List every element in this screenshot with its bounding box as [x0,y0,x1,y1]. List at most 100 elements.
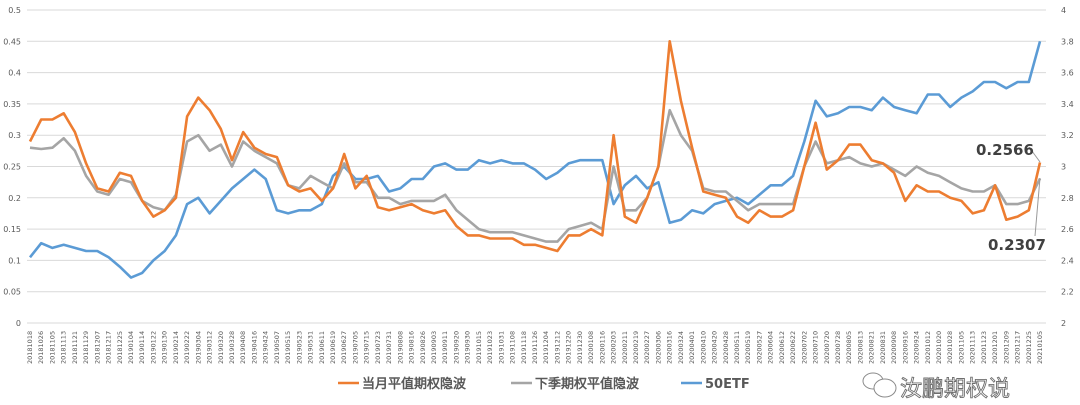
y-left-tick-label: 0.1 [8,256,21,265]
x-tick-label: 20200728 [834,331,842,364]
y-left-tick-label: 0.4 [8,69,21,78]
x-tick-label: 20190715 [363,331,371,364]
x-tick-label: 20190705 [351,331,359,364]
x-tick-label: 20181129 [82,331,90,364]
x-tick-label: 20200821 [868,331,876,364]
x-tick-label: 20190523 [295,331,303,364]
x-tick-label: 20190611 [318,331,326,364]
x-tick-label: 20191212 [553,331,561,364]
x-tick-label: 20200612 [778,331,786,364]
annotation-label-orange-last: 0.2566 [976,141,1034,159]
x-tick-label: 20191118 [520,331,528,364]
x-tick-label: 20200108 [587,331,595,364]
x-tick-label: 20191204 [542,331,550,364]
x-tick-label: 20191126 [531,331,539,364]
y-right-tick-label: 4 [1061,6,1066,15]
x-tick-label: 20181121 [71,331,79,364]
x-tick-label: 20200908 [890,331,898,364]
x-tick-label: 20200410 [699,331,707,364]
x-tick-label: 20191031 [497,331,505,364]
y-left-tick-label: 0.45 [3,37,21,46]
x-tick-label: 20201201 [991,331,999,364]
x-tick-label: 20190920 [452,331,460,364]
legend-item-blue[interactable]: 50ETF [681,377,750,392]
legend-item-orange[interactable]: 当月平值期权隐波 [338,376,467,392]
x-tick-label: 20200401 [688,331,696,364]
x-tick-label: 20200306 [654,331,662,364]
left-axis-ticks: 00.050.10.150.20.250.30.350.40.450.5 [3,6,21,328]
x-tick-label: 20190808 [396,331,404,364]
x-tick-label: 20200324 [677,331,685,364]
watermark: 汝鹏期权说 [863,373,1010,401]
legend-item-gray[interactable]: 下季期权平值隐波 [511,376,640,392]
x-tick-label: 20181026 [37,331,45,364]
annotation-label-gray-last: 0.2307 [988,236,1046,254]
x-tick-label: 20190416 [250,331,258,364]
y-left-tick-label: 0.15 [3,225,21,234]
y-right-tick-label: 2 [1061,319,1066,328]
x-tick-label: 20191230 [576,331,584,364]
x-tick-label: 20200710 [812,331,820,364]
x-tick-label: 20200316 [666,331,674,364]
x-tick-label: 20190424 [262,331,270,364]
y-right-tick-label: 3 [1061,163,1066,172]
x-tick-label: 20190408 [239,331,247,364]
x-tick-label: 20200831 [879,331,887,364]
x-tick-label: 20181207 [93,331,101,364]
x-tick-label: 20190222 [183,331,191,364]
x-tick-label: 20181113 [60,331,68,364]
y-right-tick-label: 3.8 [1061,37,1074,46]
x-tick-label: 20190723 [374,331,382,364]
x-tick-label: 20200702 [800,331,808,364]
x-tick-label: 20201123 [980,331,988,364]
x-tick-label: 20201028 [946,331,954,364]
x-tick-label: 20190627 [340,331,348,364]
x-tick-label: 20190911 [441,331,449,364]
y-left-tick-label: 0.05 [3,288,21,297]
x-tick-label: 20200116 [598,331,606,364]
x-tick-label: 20191023 [486,331,494,364]
x-tick-label: 20200219 [632,331,640,364]
y-left-tick-label: 0.35 [3,100,21,109]
x-tick-label: 20181018 [26,331,34,364]
x-tick-label: 20200211 [621,331,629,364]
wechat-icon [863,373,896,397]
x-tick-label: 20201217 [1014,331,1022,364]
x-tick-label: 20190304 [194,331,202,364]
x-tick-label: 20200511 [733,331,741,364]
y-left-tick-label: 0.25 [3,163,21,172]
x-tick-label: 20200813 [856,331,864,364]
x-tick-label: 20181225 [116,331,124,364]
x-tick-label: 20190312 [206,331,214,364]
x-tick-label: 20190816 [408,331,416,364]
x-tick-label: 20200604 [767,331,775,364]
x-tick-label: 20190903 [430,331,438,364]
legend-label: 50ETF [705,377,750,392]
x-tick-label: 20200720 [823,331,831,364]
y-right-tick-label: 2.6 [1061,225,1074,234]
x-tick-label: 20181105 [48,331,56,364]
x-tick-label: 20200916 [901,331,909,364]
right-axis-ticks: 22.22.42.62.833.23.43.63.84 [1061,6,1074,328]
x-tick-label: 20190320 [217,331,225,364]
x-tick-label: 20201020 [935,331,943,364]
x-tick-label: 20190515 [284,331,292,364]
series-lines [30,41,1040,277]
x-tick-label: 20190122 [149,331,157,364]
x-tick-label: 20181217 [105,331,113,364]
x-tick-label: 20200527 [755,331,763,364]
x-tick-label: 20200805 [845,331,853,364]
annotation-orange: 0.2566 [976,141,1040,162]
x-tick-label: 20201113 [969,331,977,364]
x-tick-label: 20190619 [329,331,337,364]
x-tick-label: 20190531 [307,331,315,364]
y-right-tick-label: 3.2 [1061,131,1074,140]
y-left-tick-label: 0.5 [8,6,21,15]
x-tick-label: 20200924 [913,331,921,364]
x-tick-label: 20200519 [744,331,752,364]
y-right-tick-label: 3.4 [1061,100,1074,109]
x-tick-label: 20190104 [127,331,135,364]
x-tick-label: 20190214 [172,331,180,364]
x-tick-label: 20200227 [643,331,651,364]
